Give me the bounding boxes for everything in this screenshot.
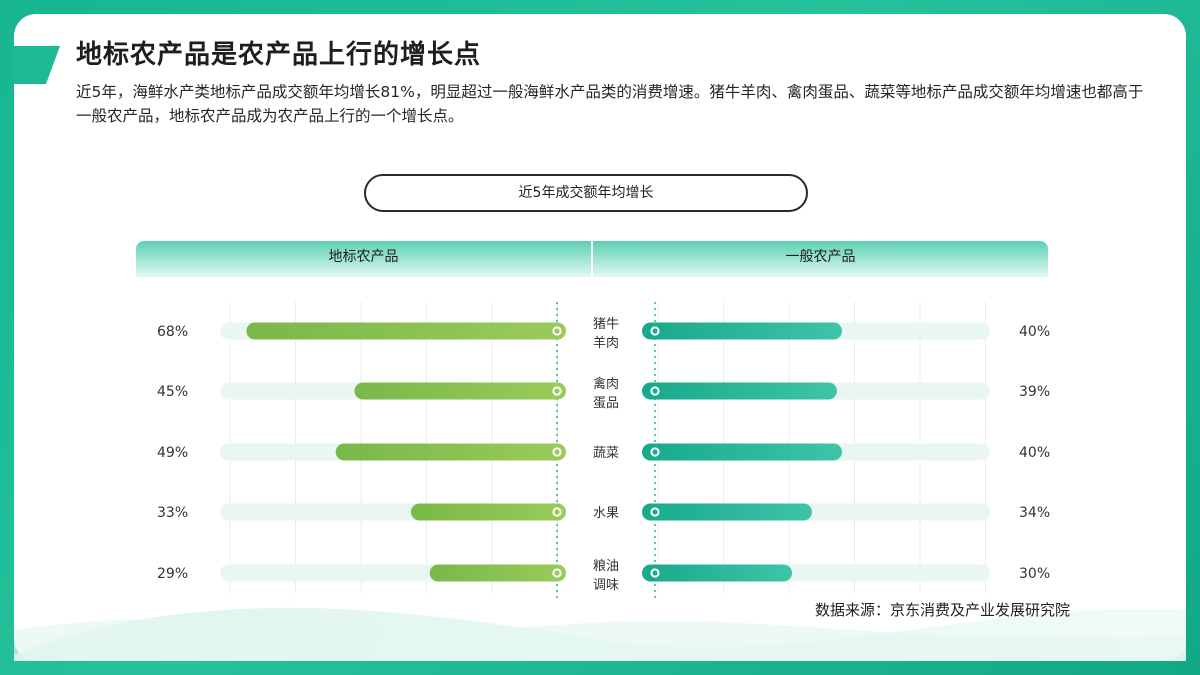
left-series-header: 地标农产品 <box>328 249 399 265</box>
left-value-label: 49% <box>157 445 188 461</box>
right-value-label: 30% <box>1019 566 1050 582</box>
left-bar-marker <box>552 386 562 396</box>
background-waves <box>14 607 1186 661</box>
chart-title: 近5年成交额年均增长 <box>364 174 808 212</box>
left-bar <box>410 503 566 521</box>
category-label: 粮油 <box>593 559 619 574</box>
right-value-label: 40% <box>1019 324 1050 340</box>
chart-bars <box>220 322 990 582</box>
data-source: 数据来源：京东消费及产业发展研究院 <box>814 601 1070 619</box>
slide-card: 地标农产品是农产品上行的增长点 近5年，海鲜水产类地标产品成交额年均增长81%，… <box>14 14 1186 661</box>
left-bar-marker <box>552 326 562 336</box>
left-bar <box>354 382 566 400</box>
left-bar-marker <box>552 447 562 457</box>
right-value-label: 39% <box>1019 384 1050 400</box>
right-value-label: 34% <box>1019 505 1050 521</box>
right-bar-marker <box>650 386 660 396</box>
left-bar-marker <box>552 507 562 517</box>
right-bar-marker <box>650 447 660 457</box>
chart-labels: 68% 40% 猪牛羊肉 45% 39% 禽肉蛋品 49% 40% 蔬菜 33% 34% 水果 29% 3… <box>157 317 1050 593</box>
category-label: 蛋品 <box>593 396 619 411</box>
category-label: 调味 <box>593 578 619 593</box>
right-series-header: 一般农产品 <box>785 249 856 265</box>
category-label: 蔬菜 <box>593 446 619 461</box>
category-label: 水果 <box>593 506 619 521</box>
chart-header: 地标农产品 一般农产品 <box>136 241 1048 277</box>
left-value-label: 68% <box>157 324 188 340</box>
category-label: 猪牛 <box>593 317 619 332</box>
right-bar <box>642 443 842 461</box>
intro-paragraph: 近5年，海鲜水产类地标产品成交额年均增长81%，明显超过一般海鲜水产品类的消费增… <box>76 83 1144 125</box>
left-value-label: 33% <box>157 505 188 521</box>
left-bar <box>335 443 566 461</box>
left-value-label: 29% <box>157 566 188 582</box>
right-bar <box>642 382 837 400</box>
right-bar <box>642 322 842 340</box>
header-divider <box>591 241 593 277</box>
category-label: 禽肉 <box>593 376 619 392</box>
right-bar <box>642 503 812 521</box>
category-label: 羊肉 <box>593 335 619 351</box>
left-bar <box>246 322 566 340</box>
right-bar-marker <box>650 507 660 517</box>
left-bar-marker <box>552 568 562 578</box>
right-bar-marker <box>650 568 660 578</box>
right-bar-marker <box>650 326 660 336</box>
left-value-label: 45% <box>157 384 188 400</box>
left-bar <box>429 564 566 582</box>
page-title: 地标农产品是农产品上行的增长点 <box>76 40 482 70</box>
logo-parallelogram-icon <box>14 46 60 84</box>
right-bar <box>642 564 792 582</box>
right-value-label: 40% <box>1019 445 1050 461</box>
